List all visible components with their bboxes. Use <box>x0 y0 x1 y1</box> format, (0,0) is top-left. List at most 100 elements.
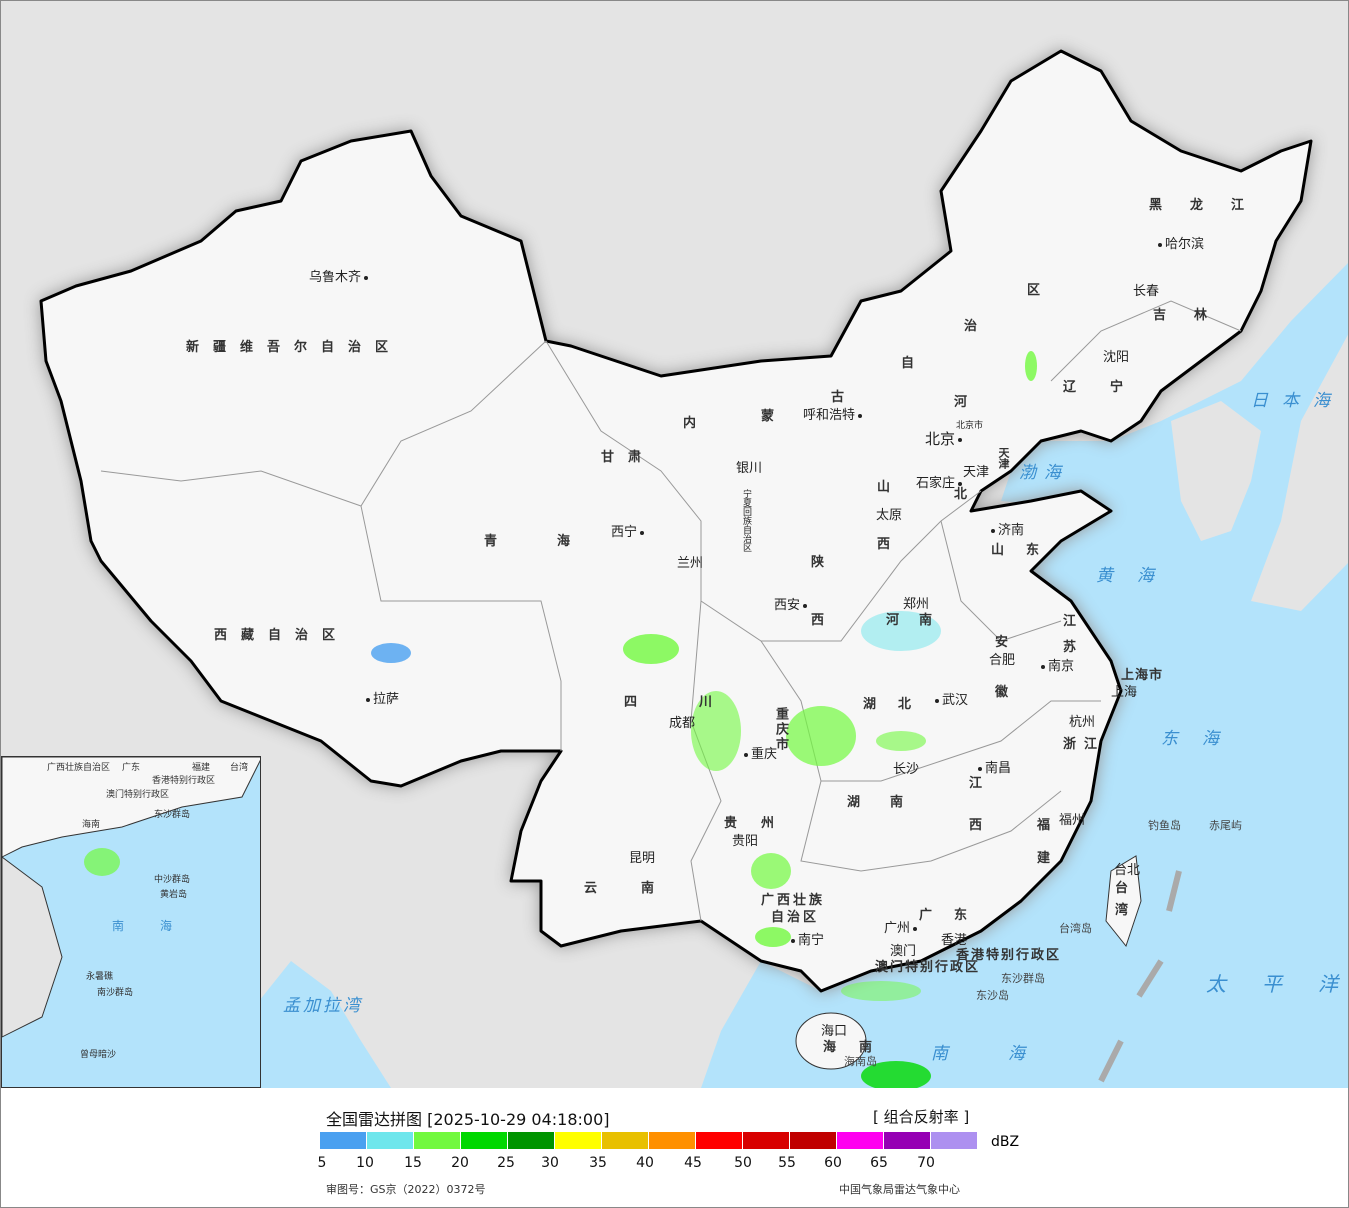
province-label: 建 <box>1037 851 1065 866</box>
province-label: 西藏自治区 <box>214 628 350 643</box>
province-label: 西 <box>877 537 905 552</box>
radar-map[interactable]: 新疆维吾尔自治区 西藏自治区 青海 甘肃 内 蒙 古 自 治 区 黑龙江 吉林 … <box>1 1 1348 1088</box>
province-label: 广西壮族 <box>761 893 826 908</box>
tick-label: 20 <box>451 1155 469 1171</box>
province-label: 湾 <box>1115 903 1143 918</box>
city-label: 上海市 <box>1121 668 1164 683</box>
color-swatch <box>931 1132 977 1149</box>
province-label: 贵州 <box>724 816 799 831</box>
sea-label: 孟加拉湾 <box>283 996 363 1016</box>
tick-label: 35 <box>589 1155 607 1171</box>
inset-label: 南 <box>112 919 125 933</box>
color-swatch <box>320 1132 366 1149</box>
province-label: 内 <box>683 416 711 431</box>
city-label: 兰州 <box>677 556 704 571</box>
city-label: 郑州 <box>903 597 930 612</box>
inset-label: 中沙群岛 <box>154 875 191 885</box>
city-label: 沈阳 <box>1103 350 1130 365</box>
province-label: 甘肃 <box>601 450 656 465</box>
province-label: 香港特别行政区 <box>956 948 1062 963</box>
radar-echoes <box>371 351 1037 1088</box>
color-swatch <box>367 1132 413 1149</box>
inset-label: 广西壮族自治区 <box>47 763 111 773</box>
color-swatch <box>790 1132 836 1149</box>
province-label: 治 <box>964 319 992 334</box>
island-label: 东沙岛 <box>976 989 1009 1002</box>
color-swatch <box>461 1132 507 1149</box>
sea-label: 黄海 <box>1096 566 1178 586</box>
inset-label: 东沙群岛 <box>154 810 191 820</box>
city-label: 石家庄 <box>916 477 962 491</box>
province-label: 湖南 <box>847 795 934 810</box>
color-swatch <box>743 1132 789 1149</box>
city-label: 北京 <box>925 432 962 447</box>
city-label: 南京 <box>1041 660 1074 674</box>
province-label: 辽宁 <box>1063 380 1158 395</box>
inset-label: 澳门特别行政区 <box>106 790 170 800</box>
tick-label: 70 <box>917 1155 935 1171</box>
province-label: 浙江 <box>1063 737 1106 752</box>
tick-label: 40 <box>636 1155 654 1171</box>
tick-label: 60 <box>824 1155 842 1171</box>
tick-label: 5 <box>317 1155 327 1171</box>
map-base <box>39 49 1348 1088</box>
city-label: 太原 <box>876 508 903 523</box>
province-label: 川 <box>699 695 727 710</box>
inset-label: 南沙群岛 <box>97 988 134 998</box>
island-label: 钓鱼岛 <box>1148 819 1181 832</box>
inset-label: 黄岩岛 <box>160 890 188 900</box>
province-label: 云南 <box>584 881 699 896</box>
tick-label: 65 <box>870 1155 888 1171</box>
inset-label: 香港特别行政区 <box>152 776 216 786</box>
tick-label: 55 <box>778 1155 796 1171</box>
province-label: 江 <box>969 776 997 791</box>
color-swatch <box>414 1132 460 1149</box>
city-label: 乌鲁木齐 <box>309 271 368 285</box>
province-label: 陕 <box>811 555 839 570</box>
sea-label: 渤海 <box>1019 463 1069 483</box>
province-label: 河南 <box>886 613 953 628</box>
inset-base <box>2 757 260 1038</box>
inset-label: 永暑礁 <box>86 972 114 982</box>
province-label: 新疆维吾尔自治区 <box>186 340 403 355</box>
taiwan-island <box>1105 855 1142 948</box>
color-swatch <box>649 1132 695 1149</box>
color-swatch <box>884 1132 930 1149</box>
color-swatch <box>555 1132 601 1149</box>
city-label: 呼和浩特 <box>803 409 862 423</box>
city-label: 长春 <box>1133 284 1160 299</box>
city-label: 拉萨 <box>366 693 399 707</box>
province-label: 蒙 <box>761 409 789 424</box>
province-label: 安 <box>995 635 1023 650</box>
hainan-island <box>795 1012 867 1070</box>
province-label: 河 <box>954 395 982 410</box>
city-label: 澳门 <box>890 944 917 959</box>
province-label: 西 <box>811 613 839 628</box>
city-label: 南宁 <box>791 934 824 948</box>
inset-label: 海 <box>160 919 173 933</box>
province-label: 福 <box>1037 818 1065 833</box>
city-label: 南昌 <box>978 762 1011 776</box>
sea-label: 太平洋 <box>1206 972 1338 996</box>
island-label: 海南岛 <box>844 1055 877 1068</box>
province-label: 自 <box>901 356 929 371</box>
tick-label: 30 <box>541 1155 559 1171</box>
inset-label: 台湾 <box>230 763 249 773</box>
province-label: 宁夏回族自治区 <box>741 489 751 552</box>
sea-label: 南海 <box>931 1044 1085 1064</box>
province-label: 南 <box>859 1040 887 1055</box>
province-label: 北 <box>954 487 982 502</box>
city-label: 武汉 <box>935 694 968 708</box>
province-label: 区 <box>1027 283 1055 298</box>
korea-japan-land <box>1171 334 1348 611</box>
city-label: 西安 <box>774 599 807 613</box>
color-swatch <box>602 1132 648 1149</box>
province-label: 古 <box>831 390 859 405</box>
city-label: 济南 <box>991 524 1024 538</box>
inset-label: 曾母暗沙 <box>80 1050 117 1060</box>
color-swatch <box>696 1132 742 1149</box>
city-label: 香港 <box>941 933 968 948</box>
map-title: 全国雷达拼图 [2025-10-29 04:18:00] <box>326 1110 610 1129</box>
province-label: 黑龙江 <box>1149 198 1273 213</box>
inset-label: 广东 <box>122 763 141 773</box>
